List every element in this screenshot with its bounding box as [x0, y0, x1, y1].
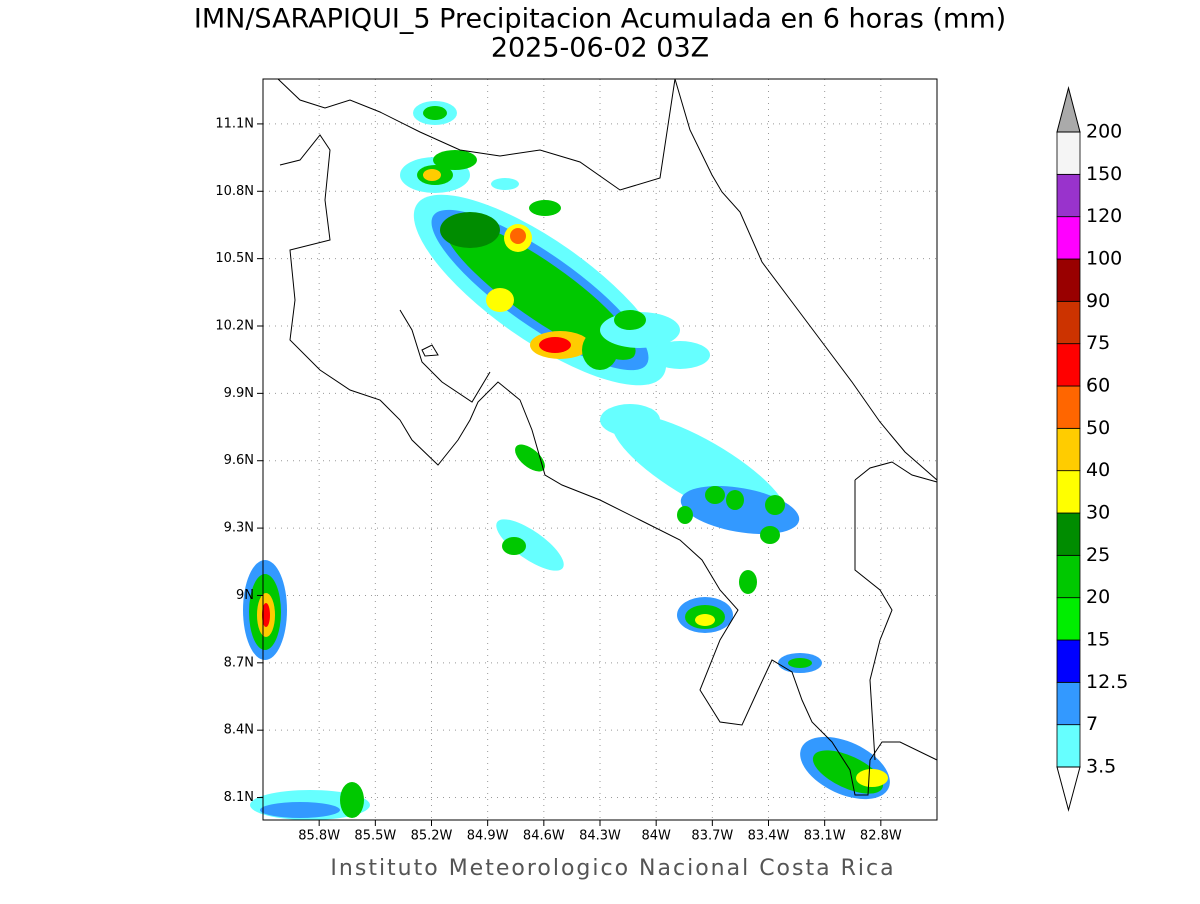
- colorbar-band: [1056, 639, 1081, 683]
- colorbar-band: [1056, 173, 1081, 218]
- colorbar-label: 100: [1086, 248, 1122, 270]
- x-tick-label: 85.5W: [354, 829, 396, 844]
- y-tick-label: 10.2N: [215, 319, 254, 334]
- colorbar-band: [1056, 724, 1081, 768]
- x-tick-label: 83.4W: [748, 829, 790, 844]
- colorbar-band: [1056, 681, 1081, 726]
- colorbar-label: 50: [1086, 417, 1110, 439]
- colorbar-band: [1056, 512, 1081, 556]
- colorbar-label: 25: [1086, 544, 1110, 566]
- colorbar-band: [1056, 216, 1081, 260]
- colorbar-band: [1056, 427, 1081, 472]
- title: IMN/SARAPIQUI_5 Precipitacion Acumulada …: [194, 4, 1006, 35]
- colorbar-label: 60: [1086, 375, 1110, 397]
- colorbar-label: 200: [1086, 121, 1122, 143]
- colorbar-label: 75: [1086, 332, 1110, 354]
- x-tick-label: 85.2W: [411, 829, 453, 844]
- precipitation: [243, 101, 890, 820]
- x-tick-label: 84.3W: [579, 829, 621, 844]
- rain-south: [243, 404, 890, 820]
- colorbar-band: [1056, 597, 1081, 641]
- colorbar-above: [1056, 86, 1081, 133]
- y-tick-label: 9.9N: [224, 386, 254, 401]
- x-tick-label: 83.7W: [691, 829, 733, 844]
- x-tick-label: 84.6W: [523, 829, 565, 844]
- y-tick-label: 8.4N: [224, 723, 254, 738]
- colorbar-label: 20: [1086, 586, 1110, 608]
- colorbar-band: [1056, 258, 1081, 302]
- colorbar-label: 30: [1086, 502, 1110, 524]
- x-tick-label: 82.8W: [860, 829, 902, 844]
- y-tick-label: 9.6N: [224, 453, 254, 468]
- colorbar-below: [1056, 766, 1081, 812]
- y-tick-label: 8.7N: [224, 655, 254, 670]
- x-tick-label: 84.9W: [467, 829, 509, 844]
- colorbar-label: 90: [1086, 290, 1110, 312]
- x-tick-label: 85.8W: [298, 829, 340, 844]
- colorbar-label: 150: [1086, 163, 1122, 185]
- y-tick-label: 10.8N: [215, 184, 254, 199]
- grid: [263, 79, 937, 820]
- y-tick-label: 11.1N: [215, 116, 254, 131]
- plot-frame: [262, 78, 938, 821]
- footer: Instituto Meteorologico Nacional Costa R…: [330, 856, 895, 881]
- colorbar-band: [1056, 343, 1081, 387]
- colorbar-label: 120: [1086, 205, 1122, 227]
- coastlines: [277, 78, 938, 796]
- y-tick-label: 10.5N: [215, 251, 254, 266]
- colorbar-label: 40: [1086, 459, 1110, 481]
- colorbar-label: 7: [1086, 713, 1098, 735]
- colorbar: 3.5 7 12.5 15 20 25 30 40 50 60 75 90 100 120 150 200: [1056, 86, 1128, 812]
- y-tick-label: 9.3N: [224, 521, 254, 536]
- colorbar-band: [1056, 300, 1081, 345]
- colorbar-band: [1056, 554, 1081, 599]
- colorbar-label: 12.5: [1086, 671, 1128, 693]
- colorbar-label: 15: [1086, 629, 1110, 651]
- colorbar-band: [1056, 470, 1081, 514]
- x-tick-label: 83.1W: [804, 829, 846, 844]
- subtitle: 2025-06-02 03Z: [491, 33, 709, 64]
- y-tick-label: 8.1N: [224, 790, 254, 805]
- colorbar-band: [1056, 385, 1081, 429]
- colorbar-label: 3.5: [1086, 756, 1116, 778]
- rain-band: [400, 101, 710, 386]
- x-tick-label: 84W: [641, 829, 671, 844]
- colorbar-band: [1056, 131, 1081, 175]
- y-tick-label: 9N: [236, 588, 254, 603]
